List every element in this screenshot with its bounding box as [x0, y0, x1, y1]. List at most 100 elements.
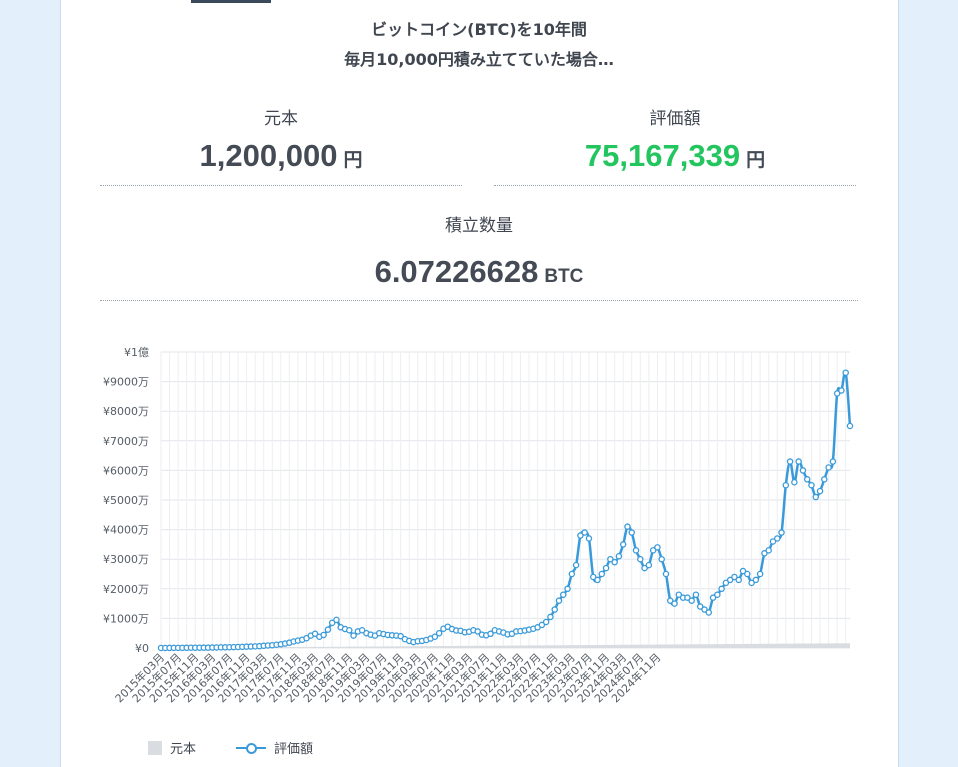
valuation-point [846, 422, 854, 430]
y-tick-label: ¥3000万 [103, 553, 149, 566]
valuation-point [748, 579, 755, 587]
chart-legend: 元本 評価額 [148, 738, 313, 757]
principal-area [161, 643, 850, 648]
valuation-point [624, 523, 631, 530]
valuation-point [701, 606, 708, 613]
valuation-point [722, 579, 730, 587]
valuation-point [645, 561, 653, 569]
headline-line1: ビットコイン(BTC)を10年間 [371, 20, 587, 39]
y-tick-label: ¥7000万 [103, 435, 149, 448]
principal-label: 元本 [264, 109, 298, 129]
valuation-point [744, 570, 751, 578]
top-tab-indicator [191, 0, 271, 3]
valuation-point [589, 573, 597, 581]
valuation-point [756, 570, 764, 578]
valuation-point [320, 631, 327, 639]
quantity-amount: 6.07226628 [374, 254, 539, 289]
valuation-point [346, 626, 353, 634]
valuation-point [786, 458, 794, 465]
valuation-point [709, 594, 717, 601]
valuation-point [726, 576, 734, 584]
y-tick-label: ¥1億 [124, 346, 149, 359]
valuation-point [474, 628, 481, 635]
valuation-point [598, 570, 606, 578]
valuation-point [607, 555, 614, 563]
valuation-point [816, 487, 824, 495]
left-margin [0, 0, 61, 767]
valuation-point [637, 555, 644, 563]
valuation-point [821, 476, 828, 483]
valuation-point [838, 387, 845, 394]
valuation-point [619, 541, 627, 548]
principal-unit: 円 [343, 150, 363, 171]
valuation-point [577, 532, 584, 539]
valuation-point [641, 564, 648, 572]
valuation-point [714, 591, 721, 598]
valuation-point [705, 609, 713, 616]
valuation-point [560, 591, 567, 598]
valuation-point [688, 597, 695, 604]
principal-divider [100, 185, 462, 186]
valuation-point [791, 478, 798, 486]
valuation-point [842, 369, 849, 376]
valuation-point [675, 591, 683, 598]
legend-principal-label: 元本 [170, 742, 197, 757]
valuation-point [324, 626, 332, 633]
valuation-point [594, 576, 601, 584]
legend-principal-swatch [148, 740, 162, 755]
y-tick-label: ¥2000万 [103, 583, 149, 596]
valuation-point [778, 529, 785, 536]
valuation-point [718, 585, 725, 593]
valuation-point [611, 558, 618, 566]
valuation-point [551, 606, 558, 613]
valuation-point [696, 603, 704, 610]
legend-valuation-marker [236, 741, 267, 755]
valuation-point [774, 535, 781, 542]
valuation-point [692, 591, 700, 598]
valuation-point [564, 585, 571, 593]
valuation-point [654, 544, 661, 551]
y-tick-label: ¥6000万 [103, 464, 149, 477]
y-tick-label: ¥4000万 [103, 524, 149, 537]
principal-value: 1,200,000 円 [100, 138, 462, 174]
valuation-point [602, 564, 610, 572]
quantity-value: 6.07226628 BTC [100, 254, 858, 290]
valuation-point [487, 630, 494, 638]
quantity-label: 積立数量 [445, 216, 513, 236]
valuation-point [731, 573, 738, 581]
y-tick-label: ¥1000万 [103, 612, 149, 625]
valuation-unit: 円 [746, 150, 766, 171]
valuation-point [684, 594, 691, 601]
valuation-amount: 75,167,339 [584, 138, 741, 173]
headline-line2: 毎月10,000円積み立てていた場合… [344, 50, 614, 69]
valuation-point [799, 467, 807, 474]
valuation-point [761, 550, 768, 557]
y-tick-label: ¥9000万 [103, 376, 149, 389]
quantity-unit: BTC [544, 266, 584, 287]
valuation-point [825, 464, 832, 471]
valuation-point [585, 535, 593, 542]
valuation-point [311, 630, 319, 638]
valuation-point [649, 547, 657, 554]
valuation-point [671, 600, 678, 607]
valuation-value: 75,167,339 円 [494, 138, 856, 174]
right-margin [898, 0, 958, 767]
valuation-point [568, 570, 576, 578]
valuation-point [538, 621, 546, 629]
valuation-point [547, 613, 554, 621]
valuation-point [808, 481, 815, 489]
legend-valuation-label: 評価額 [274, 742, 314, 757]
valuation-point [795, 458, 802, 465]
valuation-point [397, 632, 404, 640]
valuation-point [333, 616, 340, 624]
principal-amount: 1,200,000 [199, 138, 338, 173]
valuation-point [658, 555, 665, 563]
valuation-point [435, 629, 443, 637]
valuation-point [739, 567, 747, 575]
valuation-point [581, 529, 588, 536]
valuation-point [833, 390, 841, 397]
valuation-point [632, 547, 640, 554]
quantity-divider [100, 300, 858, 301]
valuation-point [555, 597, 563, 604]
